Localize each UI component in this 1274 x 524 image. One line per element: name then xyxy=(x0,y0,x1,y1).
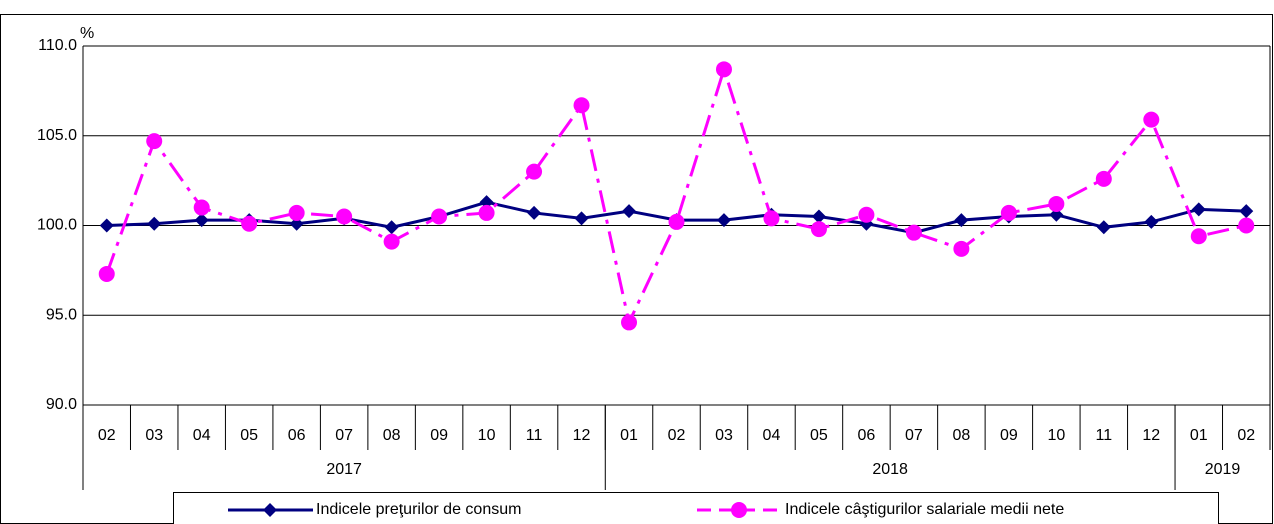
marker xyxy=(1095,170,1112,187)
marker xyxy=(1238,217,1255,234)
x-tick-label: 04 xyxy=(763,427,781,444)
marker xyxy=(288,204,305,221)
marker xyxy=(1096,220,1111,235)
x-tick-label: 03 xyxy=(145,427,163,444)
marker xyxy=(1048,195,1065,212)
marker xyxy=(1191,202,1206,217)
marker xyxy=(1143,111,1160,128)
x-tick-label: 07 xyxy=(905,427,923,444)
x-tick-label: 02 xyxy=(1237,427,1255,444)
x-tick-label: 10 xyxy=(1047,427,1065,444)
x-tick-label: 06 xyxy=(288,427,306,444)
x-tick-label: 07 xyxy=(335,427,353,444)
marker xyxy=(431,208,448,225)
marker xyxy=(1000,204,1017,221)
marker xyxy=(384,220,399,235)
y-tick-label: 105.0 xyxy=(37,127,77,144)
marker xyxy=(574,211,589,226)
marker xyxy=(527,205,542,220)
marker xyxy=(146,133,163,150)
x-tick-label: 04 xyxy=(193,427,211,444)
marker xyxy=(99,218,114,233)
marker xyxy=(194,213,209,228)
x-tick-label: 11 xyxy=(1096,427,1113,444)
x-tick-label: 10 xyxy=(478,427,496,444)
legend-label: Indicele preţurilor de consum xyxy=(316,501,521,518)
x-tick-label: 03 xyxy=(715,427,733,444)
marker xyxy=(98,265,115,282)
year-label: 2018 xyxy=(872,461,908,478)
marker xyxy=(731,502,747,518)
marker xyxy=(1144,214,1159,229)
y-tick-label: 95.0 xyxy=(46,306,77,323)
x-tick-label: 11 xyxy=(526,427,543,444)
marker xyxy=(953,240,970,257)
marker xyxy=(478,204,495,221)
marker xyxy=(715,61,732,78)
x-tick-label: 02 xyxy=(668,427,686,444)
y-tick-label: 110.0 xyxy=(38,37,77,54)
marker xyxy=(811,209,826,224)
marker xyxy=(810,221,827,238)
marker xyxy=(905,224,922,241)
x-tick-label: 09 xyxy=(1000,427,1018,444)
marker xyxy=(193,199,210,216)
chart-frame xyxy=(0,14,1273,524)
marker xyxy=(573,97,590,114)
marker xyxy=(289,216,304,231)
x-tick-label: 12 xyxy=(573,427,591,444)
x-tick-label: 08 xyxy=(952,427,970,444)
marker xyxy=(479,195,494,210)
series-line xyxy=(105,64,1247,328)
y-axis-label: % xyxy=(80,25,94,42)
marker xyxy=(1190,228,1207,245)
marker xyxy=(336,208,353,225)
x-tick-label: 05 xyxy=(810,427,828,444)
year-label: 2017 xyxy=(326,461,362,478)
x-tick-label: 12 xyxy=(1142,427,1160,444)
marker xyxy=(241,215,258,232)
marker xyxy=(763,210,780,227)
year-label: 2019 xyxy=(1205,461,1241,478)
marker xyxy=(716,213,731,228)
marker xyxy=(858,206,875,223)
marker xyxy=(954,213,969,228)
marker xyxy=(622,204,637,219)
marker xyxy=(263,503,277,517)
legend-label: Indicele câştigurilor salariale medii ne… xyxy=(785,501,1064,518)
x-tick-label: 01 xyxy=(1190,427,1208,444)
marker xyxy=(526,163,543,180)
legend-box xyxy=(173,492,1219,524)
marker xyxy=(1049,207,1064,222)
x-tick-label: 05 xyxy=(240,427,258,444)
x-tick-label: 06 xyxy=(858,427,876,444)
marker xyxy=(147,216,162,231)
marker xyxy=(621,314,638,331)
x-tick-label: 01 xyxy=(620,427,638,444)
y-tick-label: 90.0 xyxy=(46,396,77,413)
marker xyxy=(1239,204,1254,219)
x-tick-label: 09 xyxy=(430,427,448,444)
x-tick-label: 02 xyxy=(98,427,116,444)
marker xyxy=(668,213,685,230)
marker xyxy=(383,233,400,250)
y-tick-label: 100.0 xyxy=(37,217,77,234)
x-tick-label: 08 xyxy=(383,427,401,444)
